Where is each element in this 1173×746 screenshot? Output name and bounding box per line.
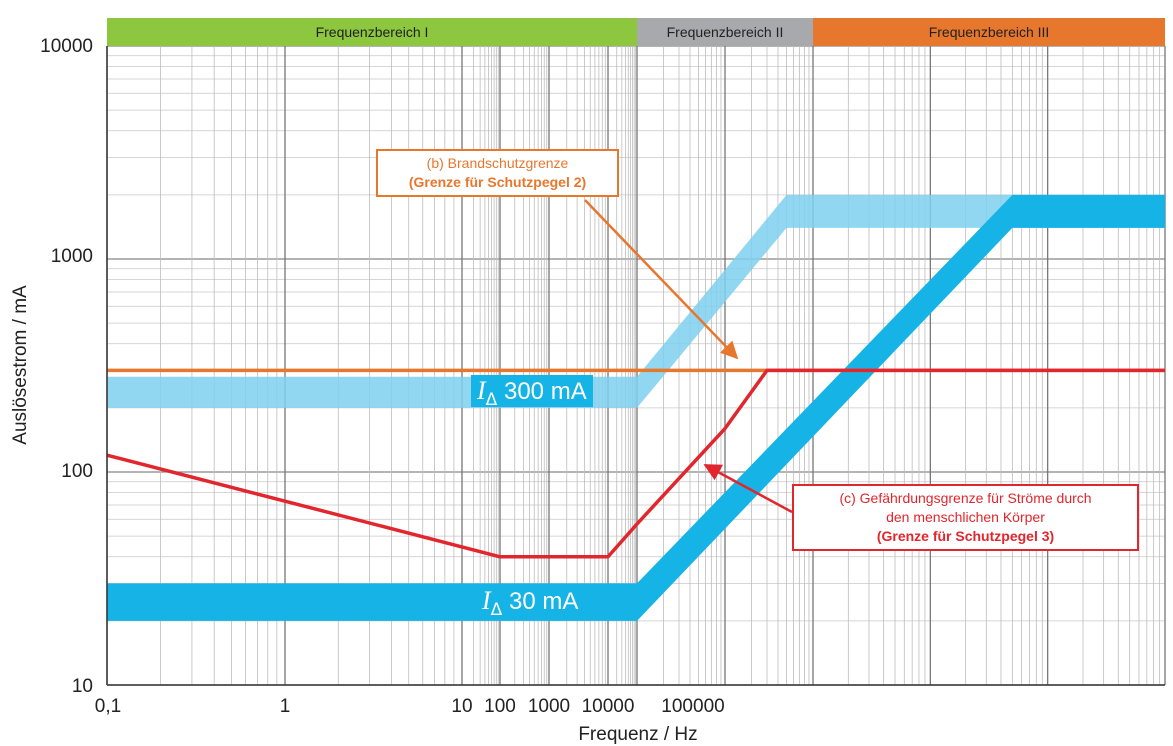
- y-axis-title: Auslösestrom / mA: [10, 285, 31, 445]
- x-tick-label: 10: [451, 696, 472, 717]
- y-tick-label: 100: [61, 461, 93, 482]
- brandschutz-line1: (b) Brandschutzgrenze: [426, 155, 569, 171]
- gefaehrdung-annotation: (c) Gefährdungsgrenze für Ströme durch d…: [792, 484, 1139, 551]
- range-3-bg: [813, 18, 1165, 46]
- gefaehrdung-arrow: [703, 463, 793, 514]
- x-tick-labels: 0,1 1 10 100 1000 10000 100000: [95, 696, 725, 717]
- band-30ma-value: 30 mA: [508, 588, 579, 615]
- y-tick-label: 10: [72, 676, 93, 697]
- delta-subscript: Δ: [490, 599, 503, 620]
- current-symbol: I: [477, 376, 486, 405]
- range-1-bg: [107, 18, 637, 46]
- range-2-label: Frequenzbereich II: [667, 24, 784, 40]
- x-tick-label: 100: [484, 696, 516, 717]
- x-tick-label: 100000: [661, 696, 724, 717]
- x-tick-label: 1: [280, 696, 291, 717]
- gefaehrdung-line3: (Grenze für Schutzpegel 3): [876, 528, 1055, 544]
- band-30ma-label: IΔ 30 mA: [476, 585, 585, 620]
- band-300ma-label: IΔ 300 mA: [471, 375, 593, 410]
- brandschutz-line2: (Grenze für Schutzpegel 2): [408, 174, 587, 190]
- y-tick-label: 1000: [51, 246, 93, 267]
- y-tick-label: 10000: [40, 36, 93, 57]
- band-300ma-value: 300 mA: [503, 378, 587, 405]
- y-tick-labels: 10000 1000 100 10: [40, 36, 93, 697]
- range-3-label: Frequenzbereich III: [929, 24, 1050, 40]
- range-2-bg: [637, 18, 813, 46]
- gefaehrdung-line2: den menschlichen Körper: [886, 509, 1045, 525]
- x-tick-label: 1000: [528, 696, 570, 717]
- frequency-range-bar: Frequenzbereich I Frequenzbereich II Fre…: [107, 18, 1165, 46]
- limit-lines: [106, 368, 1165, 559]
- current-bands: [107, 194, 1165, 621]
- x-tick-label: 0,1: [95, 696, 121, 717]
- x-axis-title: Frequenz / Hz: [578, 724, 697, 745]
- current-symbol: I: [482, 586, 491, 615]
- brandschutz-annotation: (b) Brandschutzgrenze (Grenze für Schutz…: [376, 149, 619, 197]
- delta-subscript: Δ: [485, 389, 498, 410]
- x-tick-label: 10000: [582, 696, 635, 717]
- range-1-label: Frequenzbereich I: [316, 24, 429, 40]
- gefaehrdung-line1: (c) Gefährdungsgrenze für Ströme durch: [839, 490, 1092, 506]
- brandschutz-arrow: [584, 199, 739, 360]
- gefaehrdung-line: [106, 368, 1165, 559]
